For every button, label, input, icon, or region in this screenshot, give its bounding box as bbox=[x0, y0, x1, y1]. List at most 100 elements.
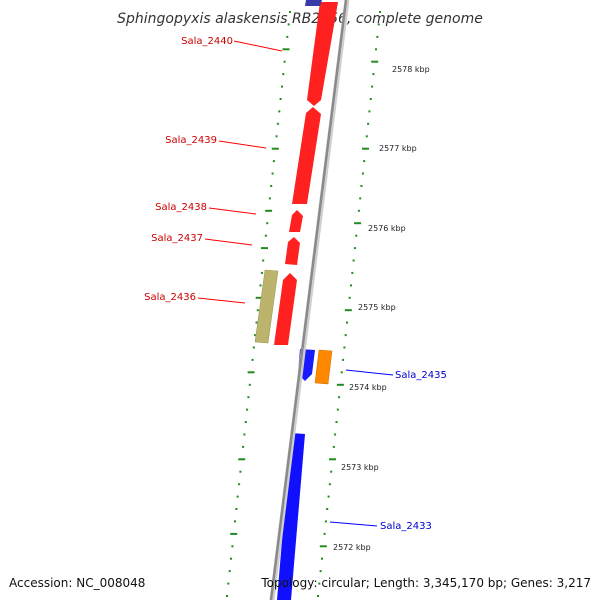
gc-outer-dot bbox=[357, 209, 360, 212]
gc-outer-dot bbox=[344, 309, 352, 312]
gc-inner-dot bbox=[236, 495, 239, 498]
gc-outer-dot bbox=[362, 147, 369, 150]
gc-outer-dot bbox=[318, 582, 321, 585]
gc-inner-dot bbox=[234, 520, 236, 523]
gc-inner-dot bbox=[268, 197, 271, 200]
gc-outer-dot bbox=[321, 557, 323, 560]
gc-inner-dot bbox=[239, 470, 242, 473]
gc-outer-dot bbox=[360, 185, 363, 187]
gc-outer-dot bbox=[372, 73, 375, 76]
gc-outer-dot bbox=[328, 483, 331, 486]
gc-outer-dot bbox=[323, 532, 326, 535]
gene-label-sala-2439: Sala_2439 bbox=[165, 135, 217, 146]
gc-inner-dot bbox=[243, 433, 246, 436]
gc-inner-dot bbox=[271, 147, 279, 150]
tick-label-2575: 2575 kbp bbox=[358, 303, 396, 312]
gc-outer-dot bbox=[346, 321, 348, 324]
gene-label-sala-2436: Sala_2436 bbox=[144, 292, 196, 303]
gc-inner-dot bbox=[244, 421, 247, 423]
leader-sala-2435 bbox=[345, 369, 394, 376]
gc-inner-dot bbox=[246, 408, 249, 411]
gc-outer-dot bbox=[327, 495, 330, 498]
tick-label-2576: 2576 kbp bbox=[368, 224, 406, 233]
leader-sala-2438 bbox=[208, 207, 257, 215]
gc-inner-dot bbox=[289, 11, 291, 13]
gc-inner-dot bbox=[248, 383, 251, 386]
gene-sala-2440-shape bbox=[307, 2, 338, 106]
gc-outer-dot bbox=[354, 222, 362, 225]
gc-outer-dot bbox=[369, 98, 372, 100]
leader-sala-2433 bbox=[329, 521, 378, 527]
gc-inner-dot bbox=[228, 570, 231, 573]
gc-outer-dot bbox=[332, 445, 335, 448]
backbone bbox=[269, 0, 348, 600]
gc-inner-dot bbox=[238, 458, 246, 461]
gc-outer-dot bbox=[319, 545, 327, 548]
gc-inner-dot bbox=[259, 284, 262, 287]
gc-outer-dot bbox=[336, 408, 339, 411]
gene-label-sala-2435: Sala_2435 bbox=[395, 370, 447, 381]
gc-inner-dot bbox=[271, 172, 274, 175]
gc-inner-dot bbox=[235, 508, 238, 510]
gc-inner-dot bbox=[278, 110, 281, 113]
gc-inner-dot bbox=[247, 396, 250, 399]
gc-outer-dot bbox=[371, 85, 374, 88]
gc-inner-dot bbox=[254, 334, 257, 337]
gc-outer-dot bbox=[355, 234, 358, 237]
tick-label-2574: 2574 kbp bbox=[349, 383, 387, 392]
gc-inner-dot bbox=[230, 532, 238, 535]
gc-inner-dot bbox=[231, 545, 234, 548]
gc-inner-dot bbox=[282, 48, 290, 51]
gc-outer-dot bbox=[376, 35, 379, 38]
gc-inner-dot bbox=[275, 135, 278, 138]
tick-label-2572: 2572 kbp bbox=[333, 543, 371, 552]
gc-inner-dot bbox=[226, 595, 228, 597]
gc-outer-dot bbox=[367, 122, 370, 125]
gc-outer-dot bbox=[336, 383, 344, 386]
gc-inner-dot bbox=[279, 98, 282, 100]
gc-inner-dot bbox=[264, 234, 267, 237]
gc-outer-dot bbox=[344, 334, 347, 337]
gc-inner-dot bbox=[227, 582, 230, 585]
gc-outer-dot bbox=[348, 296, 351, 299]
gene-label-sala-2438: Sala_2438 bbox=[155, 202, 207, 213]
tick-label-2577: 2577 kbp bbox=[379, 144, 417, 153]
accession-label: Accession: NC_008048 bbox=[9, 576, 145, 590]
gc-outer-dot bbox=[338, 396, 341, 399]
gene-sala-2437-shape bbox=[285, 237, 300, 265]
leader-sala-2440 bbox=[233, 40, 283, 52]
gc-inner-dot bbox=[282, 73, 285, 76]
gc-inner-dot bbox=[262, 259, 265, 262]
gene-label-sala-2433: Sala_2433 bbox=[380, 521, 432, 532]
gc-inner-dot bbox=[287, 23, 290, 26]
gc-inner-dot bbox=[252, 346, 255, 349]
gene-sala-2436-red-shape bbox=[274, 273, 297, 345]
gc-outer-dot bbox=[379, 11, 381, 13]
gc-inner-dot bbox=[283, 60, 286, 63]
gene-label-sala-2437: Sala_2437 bbox=[151, 233, 203, 244]
gc-inner-dot bbox=[256, 309, 259, 312]
gc-outer-dot bbox=[324, 520, 327, 523]
gc-inner-dot bbox=[266, 222, 269, 225]
gc-outer-dot bbox=[361, 172, 364, 175]
tick-label-2573: 2573 kbp bbox=[341, 463, 379, 472]
gc-inner-dot bbox=[242, 445, 245, 448]
gc-inner-dot bbox=[251, 358, 254, 361]
gc-inner-dot bbox=[230, 557, 232, 560]
gc-inner-dot bbox=[272, 160, 275, 163]
gc-outer-dot bbox=[359, 197, 362, 200]
gc-outer-dot bbox=[319, 570, 322, 573]
gene-label-sala-2440: Sala_2440 bbox=[181, 36, 233, 47]
gene-sala-2433-shape bbox=[277, 433, 305, 600]
gc-content-dots bbox=[226, 11, 381, 597]
gc-outer-dot bbox=[335, 421, 338, 423]
gc-inner-dot bbox=[270, 185, 273, 187]
gc-outer-dot bbox=[353, 247, 356, 250]
gc-outer-dot bbox=[352, 259, 355, 262]
gene-sala-2439-shape bbox=[292, 107, 321, 204]
gc-outer-dot bbox=[375, 48, 377, 51]
gc-inner-dot bbox=[281, 85, 283, 88]
gc-outer-dot bbox=[371, 60, 379, 63]
feature-olive bbox=[254, 269, 279, 344]
reverse-fragment-top bbox=[305, 0, 322, 6]
